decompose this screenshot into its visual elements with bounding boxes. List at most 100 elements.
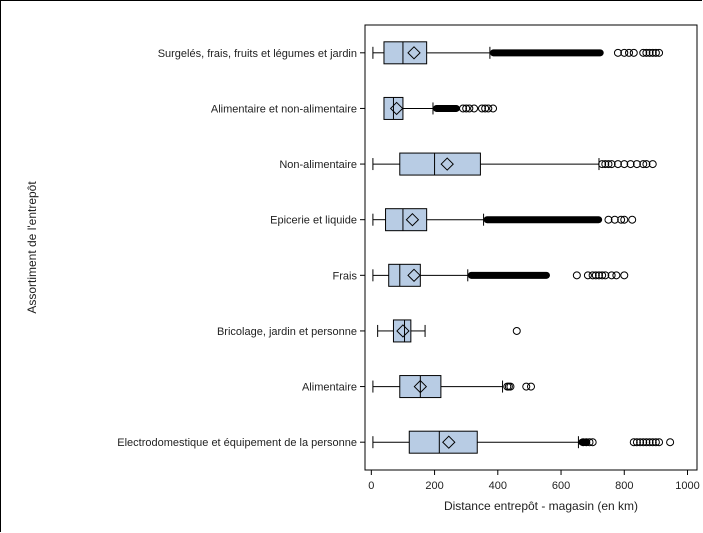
outlier-point [628, 215, 637, 224]
outlier-point [617, 215, 626, 224]
outlier-point [639, 48, 648, 57]
y-tick-label: Alimentaire [302, 382, 357, 394]
outlier-point [582, 438, 591, 447]
x-tick-label: 400 [489, 480, 507, 492]
outlier-point [462, 104, 471, 113]
y-axis-title: Assortiment de l'entrepôt [25, 181, 39, 314]
outlier-point [607, 160, 616, 169]
y-tick-label: Alimentaire et non-alimentaire [211, 103, 357, 115]
outlier-point [626, 160, 635, 169]
outlier-point [648, 438, 657, 447]
outlier-point [629, 438, 638, 447]
y-tick-label: Bricolage, jardin et personne [217, 326, 357, 338]
outlier-point [512, 326, 521, 335]
outlier-point [588, 438, 597, 447]
x-tick-label: 1000 [675, 480, 699, 492]
outlier-point [639, 438, 648, 447]
mean-marker [440, 157, 454, 171]
outlier-point [604, 215, 613, 224]
outlier-point [613, 48, 622, 57]
outlier-point [639, 160, 648, 169]
outlier-point [632, 438, 641, 447]
box-group [383, 96, 498, 120]
outlier-point [504, 382, 513, 391]
outlier-point [655, 48, 664, 57]
outlier-point [613, 160, 622, 169]
outlier-point [651, 438, 660, 447]
dense-outlier-band [483, 216, 603, 224]
outlier-point [610, 215, 619, 224]
box-group [372, 152, 657, 176]
outlier-point [522, 382, 531, 391]
outlier-point [645, 438, 654, 447]
mean-marker [407, 46, 421, 60]
y-tick-label: Epicerie et liquide [270, 215, 357, 227]
outlier-point [594, 271, 603, 280]
outlier-point [470, 104, 479, 113]
y-tick-label: Surgelés, frais, fruits et légumes et ja… [158, 48, 357, 60]
outlier-point [620, 48, 629, 57]
box-group [372, 263, 629, 287]
outlier-point [636, 438, 645, 447]
box-group [372, 375, 535, 399]
mean-marker [405, 212, 420, 227]
outlier-point [598, 160, 607, 169]
outlier-point [579, 438, 588, 447]
y-tick-label: Electrodomestique et équipement de la pe… [117, 437, 357, 449]
outlier-point [629, 48, 638, 57]
outlier-point [465, 104, 474, 113]
iqr-box [383, 41, 428, 65]
outlier-point [506, 382, 515, 391]
mean-marker [413, 379, 428, 394]
outlier-point [642, 48, 651, 57]
outlier-point [583, 271, 592, 280]
outlier-point [601, 160, 610, 169]
outlier-point [620, 160, 629, 169]
outlier-point [648, 48, 657, 57]
outlier-point [607, 271, 616, 280]
plot-area [364, 24, 698, 471]
outlier-point [612, 271, 621, 280]
dense-outlier-band [489, 49, 604, 57]
outlier-point [572, 271, 581, 280]
mean-marker [442, 435, 456, 449]
outlier-point [459, 104, 468, 113]
mean-marker [389, 101, 404, 116]
y-tick-label: Frais [333, 270, 358, 282]
outlier-point [642, 438, 651, 447]
outlier-point [489, 104, 498, 113]
box-group [372, 430, 675, 454]
box-group [372, 208, 637, 232]
outlier-point [601, 271, 610, 280]
outlier-point [645, 48, 654, 57]
outlier-point [588, 271, 597, 280]
x-tick-label: 200 [425, 480, 443, 492]
dense-outlier-band [467, 271, 550, 279]
mean-marker [396, 324, 410, 338]
outlier-point [651, 48, 660, 57]
y-tick-label: Non-alimentaire [279, 159, 357, 171]
x-tick-label: 600 [552, 480, 570, 492]
x-axis-title: Distance entrepôt - magasin (en km) [444, 499, 638, 513]
outlier-point [585, 438, 594, 447]
outlier-point [620, 271, 629, 280]
outlier-point [625, 48, 634, 57]
outlier-point [666, 438, 675, 447]
iqr-box [392, 319, 412, 343]
dense-outlier-band [432, 104, 460, 112]
mean-marker [407, 268, 421, 283]
outlier-point [591, 271, 600, 280]
outlier-point [604, 160, 613, 169]
outlier-point [642, 160, 651, 169]
x-tick-label: 0 [368, 480, 374, 492]
outlier-point [481, 104, 490, 113]
box-group [372, 41, 664, 65]
outlier-point [484, 104, 493, 113]
outlier-point [477, 104, 486, 113]
iqr-box [399, 152, 481, 176]
outlier-point [648, 160, 657, 169]
outlier-point [655, 438, 664, 447]
outlier-point [632, 160, 641, 169]
